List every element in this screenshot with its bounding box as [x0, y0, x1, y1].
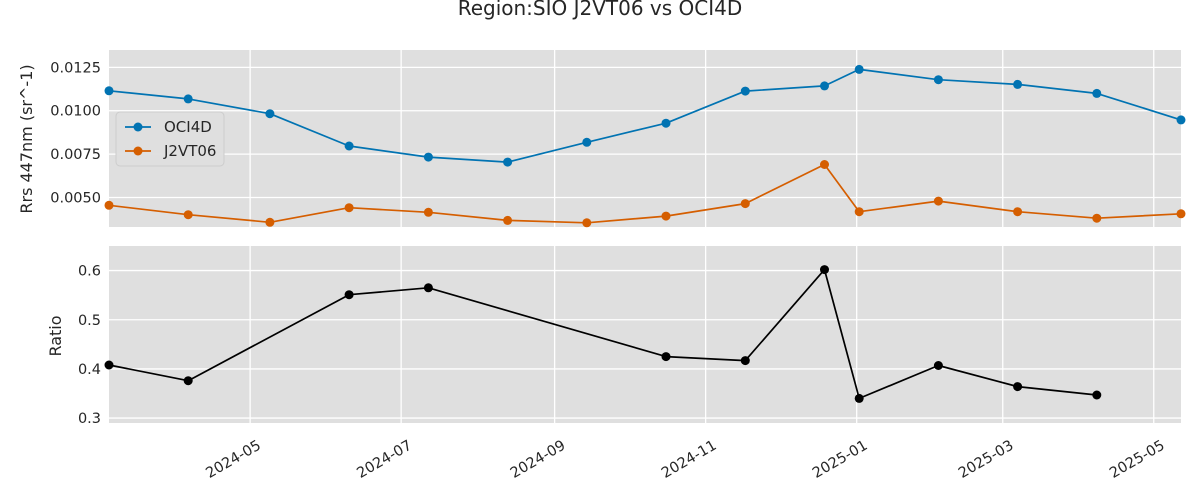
top-data-point: [661, 211, 671, 221]
legend: OCI4D J2VT06: [115, 111, 225, 167]
bottom-data-point: [183, 376, 193, 386]
top-data-point: [183, 210, 193, 220]
bottom-data-point: [740, 356, 750, 366]
top-data-point: [820, 160, 829, 169]
top-y-axis: 0.0050 0.0075 0.0100 0.0125: [50, 60, 101, 206]
top-grid: [109, 50, 1181, 227]
bottom-data-point: [854, 393, 864, 403]
top-data-point: [582, 137, 592, 147]
top-series-layer: [104, 64, 1186, 228]
top-plot-area: [109, 50, 1181, 227]
top-data-point: [1176, 209, 1186, 219]
bottom-series-layer: [104, 265, 1102, 403]
top-data-point: [820, 81, 829, 91]
top-data-point: [740, 86, 750, 96]
bottom-data-point: [1013, 382, 1023, 392]
legend-label-oci4d: OCI4D: [164, 118, 212, 136]
bottom-data-point: [661, 352, 671, 362]
x-tick-label: 2024-11: [659, 438, 719, 482]
top-y-tick-label: 0.0100: [50, 104, 101, 120]
top-data-point: [582, 218, 592, 228]
top-data-point: [854, 64, 864, 74]
x-tick-label: 2025-05: [1107, 438, 1167, 482]
bottom-plot-area: [109, 246, 1181, 423]
top-data-point: [503, 215, 513, 225]
top-data-point: [661, 118, 671, 128]
top-data-point: [265, 217, 275, 227]
top-data-point: [740, 199, 750, 209]
top-data-point: [104, 200, 114, 210]
top-y-axis-label: Rrs 447nm (sr^-1): [17, 64, 36, 213]
top-data-point: [104, 86, 114, 96]
x-tick-label: 2024-09: [508, 438, 568, 482]
top-data-point: [933, 196, 943, 206]
bottom-data-point: [1092, 390, 1102, 400]
top-data-point: [423, 207, 433, 217]
bottom-panel: 0.3 0.4 0.5 0.6 Ratio 2024-05 2024-07 2024-09…: [46, 246, 1181, 482]
top-data-point: [1092, 213, 1102, 223]
top-data-point: [344, 141, 354, 151]
top-data-point: [183, 94, 193, 104]
top-y-tick-label: 0.0075: [50, 147, 101, 163]
top-data-point: [933, 75, 943, 85]
top-data-point: [503, 157, 513, 167]
bottom-y-axis-label: Ratio: [46, 315, 65, 356]
top-data-point: [423, 152, 433, 162]
bottom-y-tick-label: 0.3: [78, 411, 101, 427]
bottom-data-point: [423, 283, 433, 293]
bottom-data-point: [344, 290, 354, 300]
legend-box: [115, 111, 225, 167]
bottom-data-point: [933, 361, 943, 370]
legend-label-j2vt06: J2VT06: [163, 142, 216, 160]
x-tick-label: 2025-01: [810, 438, 870, 482]
bottom-y-axis: 0.3 0.4 0.5 0.6: [78, 264, 101, 428]
top-y-tick-label: 0.0050: [50, 191, 101, 207]
x-tick-label: 2024-05: [203, 438, 263, 482]
chart-title: Region:SIO J2VT06 vs OCI4D: [458, 0, 743, 20]
bottom-data-point: [820, 265, 829, 275]
top-data-point: [854, 207, 864, 217]
top-data-point: [265, 109, 275, 119]
x-axis: 2024-05 2024-07 2024-09 2024-11 2025-01 2025-…: [203, 438, 1167, 482]
bottom-y-tick-label: 0.4: [78, 362, 101, 378]
top-data-point: [1092, 88, 1102, 98]
top-data-point: [1176, 115, 1186, 125]
x-tick-label: 2025-03: [956, 438, 1016, 482]
top-data-point: [1013, 207, 1023, 217]
bottom-data-point: [104, 360, 114, 370]
bottom-grid: [109, 246, 1181, 423]
top-data-point: [344, 203, 354, 213]
x-tick-label: 2024-07: [354, 438, 414, 482]
top-y-tick-label: 0.0125: [50, 60, 101, 76]
legend-marker-j2vt06: [133, 146, 143, 156]
bottom-y-tick-label: 0.5: [78, 313, 101, 329]
legend-marker-oci4d: [133, 122, 143, 132]
top-panel: 0.0050 0.0075 0.0100 0.0125 Rrs 447nm (sr^-…: [17, 50, 1186, 228]
top-data-point: [1013, 79, 1023, 89]
bottom-y-tick-label: 0.6: [78, 264, 101, 280]
